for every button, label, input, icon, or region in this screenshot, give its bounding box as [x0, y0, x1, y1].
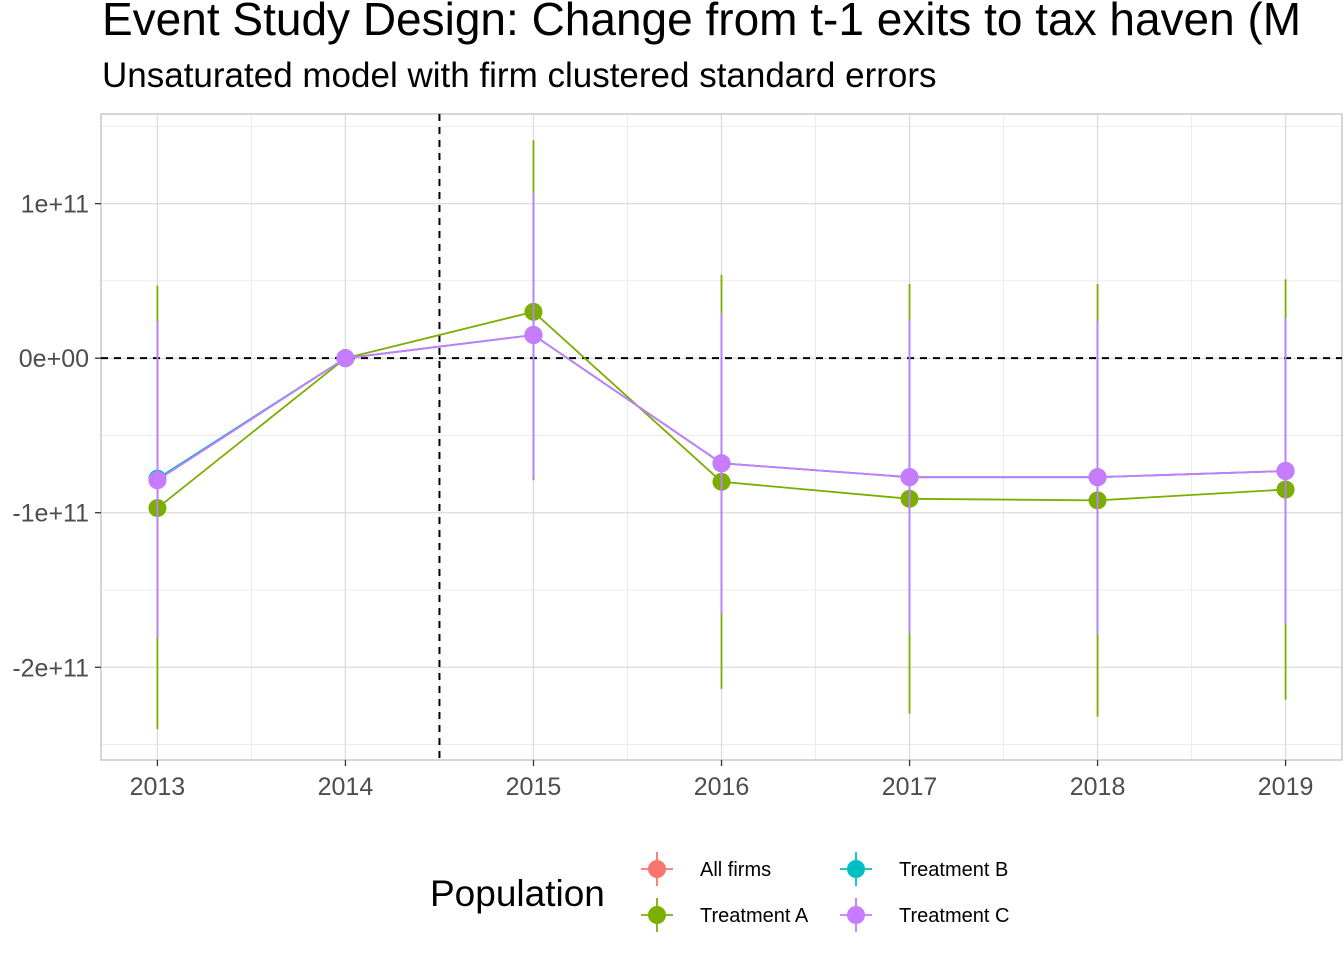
series-layer — [148, 140, 1295, 730]
chart-subtitle: Unsaturated model with firm clustered st… — [102, 56, 937, 95]
data-point — [1088, 468, 1107, 487]
data-point — [712, 454, 731, 473]
legend-label: Treatment B — [899, 859, 1008, 881]
data-point — [524, 326, 543, 344]
data-point — [900, 468, 919, 487]
data-point — [1276, 462, 1295, 480]
x-tick-label: 2017 — [882, 773, 938, 801]
legend-point — [847, 906, 865, 924]
legend-key-treatment-a: Treatment A — [641, 898, 809, 932]
x-tick-label: 2013 — [130, 773, 186, 801]
series-treatment-c — [148, 192, 1295, 638]
x-tick-label: 2016 — [694, 773, 750, 801]
legend-label: Treatment A — [700, 905, 809, 927]
x-tick-label: 2014 — [318, 773, 374, 801]
axes: 2013 2014 2015 2016 2017 2018 2019 1e+11 0e+00 -1… — [12, 191, 1313, 801]
legend-key-treatment-b: Treatment B — [840, 852, 1008, 886]
data-point — [336, 349, 355, 368]
x-tick-label: 2015 — [506, 773, 562, 801]
y-tick-label: -1e+11 — [12, 500, 89, 528]
y-tick-label: -2e+11 — [12, 654, 89, 682]
y-tick-label: 1e+11 — [21, 191, 89, 219]
legend-key-all-firms: All firms — [641, 852, 771, 886]
y-tick-label: 0e+00 — [19, 345, 89, 373]
legend-point — [648, 860, 666, 878]
legend-title: Population — [430, 873, 605, 914]
legend-label: All firms — [700, 859, 771, 881]
legend-label: Treatment C — [899, 905, 1009, 927]
chart-title: Event Study Design: Change from t-1 exit… — [102, 0, 1302, 45]
legend: Population All firms Treatment A Treatment … — [430, 852, 1009, 932]
data-point — [148, 471, 167, 490]
legend-key-treatment-c: Treatment C — [840, 898, 1009, 932]
legend-point — [648, 906, 666, 924]
x-tick-label: 2018 — [1070, 773, 1126, 801]
x-tick-label: 2019 — [1258, 773, 1314, 801]
legend-point — [847, 860, 865, 878]
